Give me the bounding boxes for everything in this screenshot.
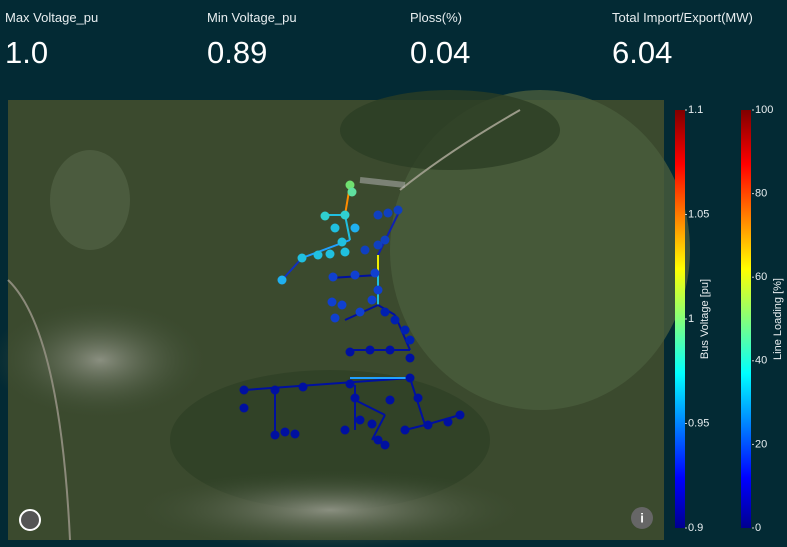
network-bus: [347, 187, 357, 197]
network-bus: [328, 272, 338, 282]
network-bus: [330, 313, 340, 323]
colorbar-tick-label: 0: [755, 522, 761, 534]
network-bus: [443, 417, 453, 427]
network-bus: [239, 385, 249, 395]
network-bus: [423, 420, 433, 430]
network-bus: [365, 345, 375, 355]
kpi: Total Import/Export(MW) 6.04: [612, 10, 753, 71]
network-bus: [350, 270, 360, 280]
colorbar-tick-label: 100: [755, 104, 773, 116]
network-bus: [370, 268, 380, 278]
kpi-value: 0.04: [410, 35, 471, 70]
network-bus: [345, 379, 355, 389]
network-line: [371, 414, 386, 441]
network-bus: [405, 353, 415, 363]
svg-text:i: i: [640, 510, 644, 525]
network-bus: [383, 208, 393, 218]
network-bus: [385, 395, 395, 405]
kpi-label: Max Voltage_pu: [5, 10, 99, 25]
network-bus: [337, 300, 347, 310]
kpi-value: 6.04: [612, 35, 673, 70]
network-bus: [345, 347, 355, 357]
network-bus: [270, 385, 280, 395]
colorbar-tick-label: 60: [755, 271, 767, 283]
network-line: [354, 399, 386, 416]
network-bus: [380, 440, 390, 450]
network-bus: [355, 307, 365, 317]
network-bus: [337, 237, 347, 247]
kpi-label: Min Voltage_pu: [207, 10, 297, 25]
network-bus: [325, 249, 335, 259]
network-bus: [277, 275, 287, 285]
network-bus: [350, 223, 360, 233]
network-line: [281, 257, 303, 281]
network-bus: [367, 419, 377, 429]
colorbar: [741, 110, 751, 528]
kpi-label: Ploss(%): [410, 10, 463, 25]
colorbar-tick-label: 20: [755, 438, 767, 450]
network-bus: [313, 250, 323, 260]
colorbar-tick-label: 0.9: [688, 522, 703, 534]
network-bus: [393, 205, 403, 215]
network-bus: [367, 295, 377, 305]
colorbar-tick-label: 0.95: [688, 417, 709, 429]
network-bus: [373, 240, 383, 250]
network-bus: [380, 235, 390, 245]
colorbar: [675, 110, 685, 528]
kpi: Max Voltage_pu 1.0: [5, 10, 98, 71]
kpi: Min Voltage_pu 0.89: [207, 10, 297, 71]
network-bus: [380, 307, 390, 317]
network-bus: [320, 211, 330, 221]
network-bus: [270, 430, 280, 440]
colorbar-tick-label: 1.1: [688, 104, 703, 116]
network-bus: [290, 429, 300, 439]
network-bus: [400, 425, 410, 435]
colorbar-tick-label: 1: [688, 313, 694, 325]
kpi: Ploss(%) 0.04: [410, 10, 470, 71]
map[interactable]: i: [0, 90, 690, 547]
network-bus: [345, 180, 355, 190]
kpi-value: 1.0: [5, 35, 49, 70]
network-bus: [405, 373, 415, 383]
network-bus: [298, 382, 308, 392]
network-bus: [355, 415, 365, 425]
colorbar-tick-label: 1.05: [688, 208, 709, 220]
colorbar-tick-label: 40: [755, 355, 767, 367]
network-bus: [373, 435, 383, 445]
network-bus: [385, 345, 395, 355]
network-bus: [330, 223, 340, 233]
network-bus: [400, 325, 410, 335]
kpi-label: Total Import/Export(MW): [612, 10, 753, 25]
network-bus: [239, 403, 249, 413]
network-bus: [373, 285, 383, 295]
network-bus: [340, 247, 350, 257]
colorbar-tick-label: 80: [755, 188, 767, 200]
network-bus: [360, 245, 370, 255]
network-bus: [373, 210, 383, 220]
colorbar-title: Bus Voltage [pu]: [699, 279, 711, 359]
network-bus: [413, 393, 423, 403]
kpi-value: 0.89: [207, 35, 268, 70]
network-bus: [327, 297, 337, 307]
network-bus: [405, 335, 415, 345]
network-bus: [340, 425, 350, 435]
network-bus: [390, 315, 400, 325]
network-bus: [340, 210, 350, 220]
colorbar-title: Line Loading [%]: [772, 278, 784, 360]
network-bus: [280, 427, 290, 437]
network-bus: [350, 393, 360, 403]
network-bus: [297, 253, 307, 263]
network-bus: [455, 410, 465, 420]
